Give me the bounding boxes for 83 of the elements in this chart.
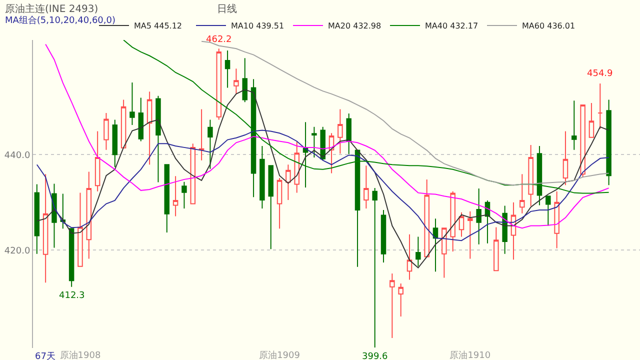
candlestick bbox=[572, 100, 577, 150]
candlestick bbox=[580, 104, 586, 178]
candlestick bbox=[190, 143, 196, 204]
candlestick bbox=[234, 68, 239, 94]
candlestick bbox=[60, 193, 66, 230]
candlestick bbox=[406, 234, 412, 280]
candlestick bbox=[346, 113, 352, 155]
candlestick bbox=[364, 165, 369, 210]
legend-label: MA20 432.98 bbox=[328, 22, 382, 31]
candlestick bbox=[442, 228, 447, 278]
candlestick bbox=[182, 181, 187, 210]
candlestick bbox=[216, 48, 222, 120]
candlestick bbox=[372, 188, 378, 348]
candlestick bbox=[146, 91, 152, 166]
candlestick bbox=[198, 108, 204, 161]
candlestick bbox=[250, 78, 256, 198]
candlestick bbox=[312, 126, 317, 158]
candlestick bbox=[536, 146, 542, 206]
x-tick-label: 原油1908 bbox=[60, 350, 101, 360]
candlestick bbox=[104, 112, 109, 150]
candlestick bbox=[528, 144, 534, 207]
candlestick bbox=[458, 212, 464, 238]
candlestick bbox=[112, 119, 118, 168]
candlestick bbox=[432, 218, 438, 272]
candlestick bbox=[130, 82, 135, 126]
candlestick bbox=[598, 82, 603, 130]
text: 67天 bbox=[35, 351, 56, 360]
annotation: 399.6 bbox=[362, 352, 388, 360]
legend-label: MA60 436.01 bbox=[522, 22, 576, 31]
candlestick bbox=[172, 176, 178, 217]
candlestick bbox=[390, 273, 395, 338]
x-tick-label: 原油1909 bbox=[259, 350, 300, 360]
candlestick bbox=[138, 97, 144, 142]
y-tick-label: 440.0 bbox=[4, 150, 30, 161]
candlestick bbox=[606, 99, 612, 186]
candlestick bbox=[338, 108, 343, 154]
candlestick bbox=[450, 190, 456, 252]
annotation: 454.9 bbox=[587, 69, 614, 79]
candlestick bbox=[398, 283, 404, 317]
candlestick bbox=[78, 192, 83, 267]
candlestick bbox=[380, 210, 386, 264]
candlestick bbox=[588, 102, 594, 138]
candlestick bbox=[468, 210, 473, 260]
annotation: 462.2 bbox=[206, 35, 232, 45]
candlestick bbox=[224, 50, 230, 88]
candlestick bbox=[294, 141, 300, 194]
candlestick bbox=[208, 119, 213, 170]
candlestick bbox=[94, 130, 100, 192]
text: MA组合(5,10,20,40,60,0) bbox=[5, 15, 116, 26]
y-tick-label: 420.0 bbox=[4, 246, 30, 256]
candlestick bbox=[520, 174, 525, 214]
candlestick bbox=[302, 122, 308, 188]
candlestick bbox=[86, 171, 92, 260]
candlestick bbox=[416, 236, 421, 267]
candlestick bbox=[494, 226, 499, 272]
candlestick bbox=[562, 130, 568, 186]
candlestick bbox=[164, 164, 170, 233]
candlestick bbox=[42, 174, 48, 284]
candlestick bbox=[156, 95, 161, 183]
line-series bbox=[36, 89, 610, 268]
candlestick bbox=[546, 196, 551, 226]
candlestick bbox=[276, 178, 282, 230]
candlestick bbox=[320, 126, 326, 160]
candlestick bbox=[554, 190, 560, 249]
candlestick bbox=[484, 200, 490, 244]
candlestick bbox=[286, 164, 291, 200]
legend-label: MA40 432.17 bbox=[425, 22, 478, 31]
legend-label: MA10 439.51 bbox=[231, 22, 284, 31]
candlestick bbox=[68, 228, 74, 288]
annotation: 412.3 bbox=[59, 291, 85, 301]
legend-label: MA5 445.12 bbox=[134, 22, 182, 31]
line-series bbox=[36, 130, 610, 242]
chart-title: 原油主连(INE 2493) bbox=[5, 3, 98, 15]
x-tick-label: 原油1910 bbox=[450, 350, 491, 360]
candlestick bbox=[354, 150, 360, 268]
candlestick bbox=[476, 188, 482, 245]
candlestick bbox=[260, 146, 265, 210]
candlestick bbox=[120, 99, 126, 148]
candlestick bbox=[424, 178, 430, 258]
chart-subtitle: 日线 bbox=[217, 3, 237, 15]
candlestick bbox=[268, 165, 274, 250]
candlestick bbox=[34, 184, 40, 254]
candlestick bbox=[242, 58, 248, 103]
